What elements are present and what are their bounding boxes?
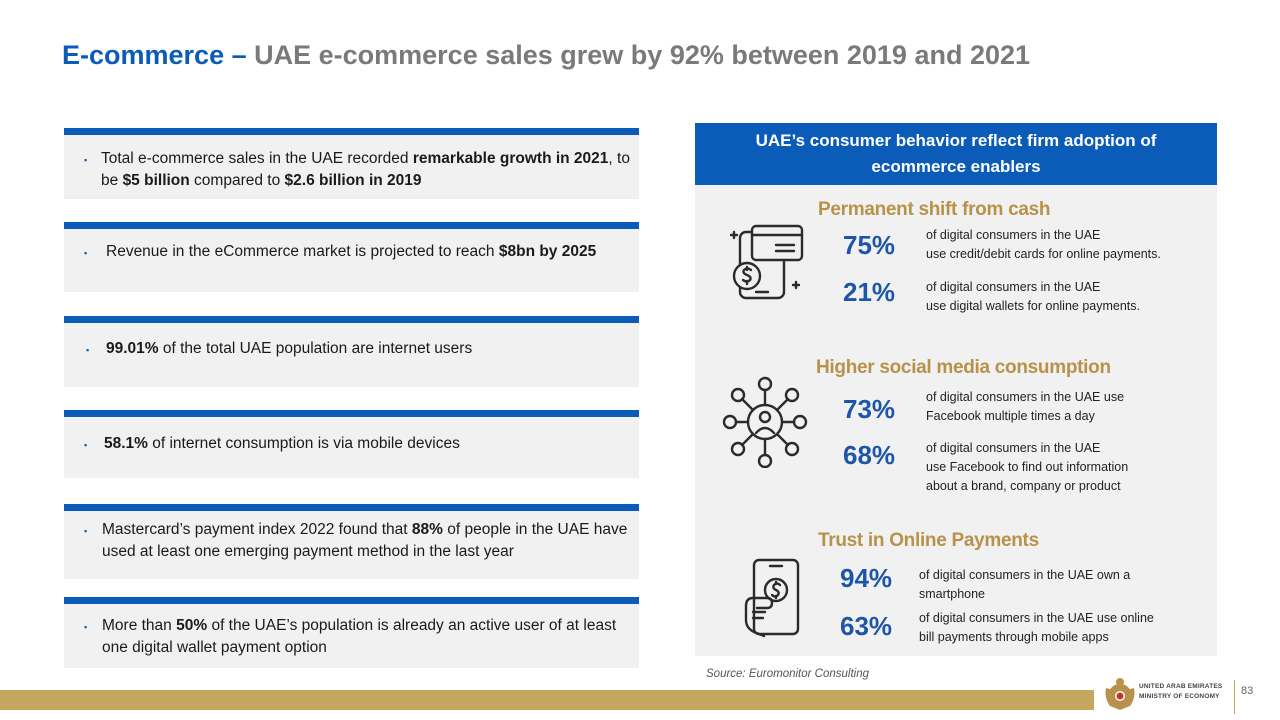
social-network-icon xyxy=(722,376,808,468)
section-title-online-payments: Trust in Online Payments xyxy=(818,530,1039,551)
fact-text: More than 50% of the UAE’s population is… xyxy=(102,617,617,656)
fact-text: Mastercard’s payment index 2022 found th… xyxy=(102,521,628,560)
bullet-icon: ▪ xyxy=(84,155,88,165)
stat-description: of digital consumers in the UAE use digit… xyxy=(926,280,1141,313)
stat-description: of digital consumers in the UAE use Faceb… xyxy=(926,441,1129,493)
card-payment-icon xyxy=(729,224,804,300)
stat-value: 75% xyxy=(843,230,896,260)
stat-value: 68% xyxy=(843,440,896,470)
fact-card-sales-growth: ▪ Total e-commerce sales in the UAE reco… xyxy=(64,128,639,199)
stat-description: of digital consumers in the UAE use credi… xyxy=(926,228,1161,261)
page-number: 83 xyxy=(1241,685,1254,697)
panel-heading: UAE’s consumer behavior reflect firm ado… xyxy=(695,123,1217,185)
uae-emblem-icon xyxy=(1105,678,1135,710)
stat-description: of digital consumers in the UAE own a sma… xyxy=(919,568,1131,601)
bullet-icon: ▪ xyxy=(84,622,88,632)
fact-text: Total e-commerce sales in the UAE record… xyxy=(101,150,630,189)
fact-card-revenue-projection: ▪ Revenue in the eCommerce market is pro… xyxy=(64,222,639,292)
stat-value: 21% xyxy=(843,277,896,307)
page-title: E-commerce – UAE e-commerce sales grew b… xyxy=(62,40,1030,71)
bullet-icon: ▪ xyxy=(84,248,88,258)
fact-text: 58.1% of internet consumption is via mob… xyxy=(104,435,460,452)
section-title-social-media: Higher social media consumption xyxy=(816,357,1111,378)
bullet-icon: ▪ xyxy=(84,526,88,536)
stat-description: of digital consumers in the UAE use onli… xyxy=(919,611,1154,644)
fact-card-mastercard-index: ▪ Mastercard’s payment index 2022 found … xyxy=(64,504,639,579)
footer-bar xyxy=(0,690,1094,710)
footer-divider xyxy=(1234,680,1235,714)
fact-card-mobile-consumption: ▪ 58.1% of internet consumption is via m… xyxy=(64,410,639,478)
bullet-icon: ▪ xyxy=(86,345,90,355)
title-rest: UAE e-commerce sales grew by 92% between… xyxy=(254,40,1031,70)
stat-value: 94% xyxy=(840,563,893,593)
stat-description: of digital consumers in the UAE use Faceb… xyxy=(926,390,1125,423)
title-highlight: E-commerce – xyxy=(62,40,247,70)
bullet-icon: ▪ xyxy=(84,440,88,450)
fact-card-digital-wallet: ▪ More than 50% of the UAE’s population … xyxy=(64,597,639,668)
fact-card-internet-users: ▪ 99.01% of the total UAE population are… xyxy=(64,316,639,387)
ministry-name: UNITED ARAB EMIRATES MINISTRY OF ECONOMY xyxy=(1139,683,1223,700)
stat-value: 73% xyxy=(843,394,896,424)
fact-text: 99.01% of the total UAE population are i… xyxy=(106,340,473,357)
source-note: Source: Euromonitor Consulting xyxy=(706,668,869,680)
mobile-payment-icon xyxy=(744,558,800,638)
fact-text: Revenue in the eCommerce market is proje… xyxy=(106,243,597,260)
section-title-cash-shift: Permanent shift from cash xyxy=(818,199,1051,220)
stat-value: 63% xyxy=(840,611,893,641)
